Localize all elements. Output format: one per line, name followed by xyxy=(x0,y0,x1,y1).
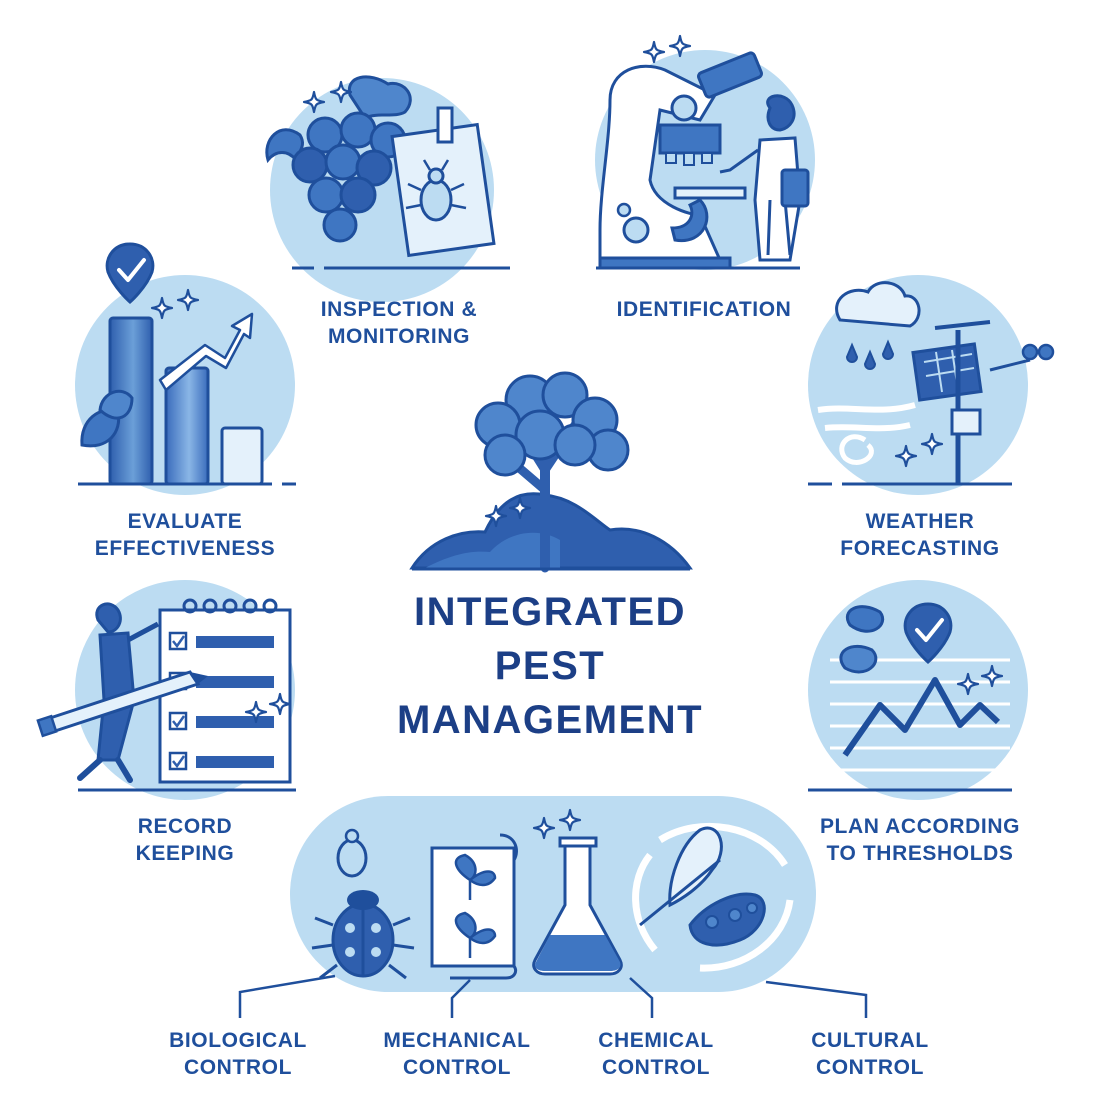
bar-chart-icon xyxy=(80,242,264,486)
biological-label-line1: BIOLOGICAL xyxy=(169,1029,307,1052)
mechanical-label-line2: CONTROL xyxy=(402,1056,512,1079)
flask-icon xyxy=(532,836,623,976)
cultural-label-line1: CULTURAL xyxy=(811,1029,929,1052)
weather-illustration xyxy=(808,275,1055,495)
thresholds-label: PLAN ACCORDING TO THRESHOLDS xyxy=(800,813,1040,867)
chemical-label-line1: CHEMICAL xyxy=(598,1029,714,1052)
evaluate-label: EVALUATE EFFECTIVENESS xyxy=(70,508,300,562)
biological-label-line2: CONTROL xyxy=(183,1056,293,1079)
inspection-illustration xyxy=(265,75,510,302)
thresholds-label-line2: TO THRESHOLDS xyxy=(826,842,1014,865)
main-title-line1: INTEGRATED xyxy=(413,590,687,634)
magnifier-bug-icon xyxy=(390,106,496,258)
weather-label-line2: FORECASTING xyxy=(840,537,1000,560)
mechanical-label-line1: MECHANICAL xyxy=(383,1029,531,1052)
microscope-icon xyxy=(598,51,763,270)
weather-station-icon xyxy=(817,281,1055,484)
evaluate-illustration xyxy=(75,242,296,495)
tree-icon xyxy=(474,371,630,477)
connector-lines xyxy=(238,974,868,1018)
biological-label: BIOLOGICAL CONTROL xyxy=(148,1027,328,1081)
identification-label-line1: IDENTIFICATION xyxy=(616,298,792,321)
weather-label-line1: WEATHER xyxy=(865,510,975,533)
control-methods-illustration xyxy=(290,796,816,992)
identification-illustration xyxy=(595,34,815,270)
threshold-chart-icon xyxy=(830,602,1010,772)
main-title-line2: PEST xyxy=(494,644,606,688)
records-label-line2: KEEPING xyxy=(135,842,235,865)
tree-illustration xyxy=(409,371,693,573)
chemical-label: CHEMICAL CONTROL xyxy=(566,1027,746,1081)
grapes-icon xyxy=(265,75,412,243)
main-title: INTEGRATED PEST MANAGEMENT xyxy=(330,585,770,747)
records-label-line1: RECORD xyxy=(137,815,233,838)
inspection-label: INSPECTION & MONITORING xyxy=(296,296,502,350)
evaluate-label-line1: EVALUATE xyxy=(127,510,243,533)
ladybug-icon xyxy=(311,828,415,980)
thresholds-illustration xyxy=(808,580,1028,800)
checklist-icon xyxy=(158,598,292,784)
inspection-label-line1: INSPECTION & xyxy=(320,298,478,321)
records-label: RECORD KEEPING xyxy=(90,813,280,867)
pencil-icon xyxy=(36,670,208,738)
cultural-label-line2: CONTROL xyxy=(815,1056,925,1079)
chemical-label-line2: CONTROL xyxy=(601,1056,711,1079)
records-illustration xyxy=(36,580,296,800)
writer-figure-icon xyxy=(36,602,208,783)
crop-rotation-icon xyxy=(632,822,794,972)
leaf-scroll-icon xyxy=(430,833,518,980)
thresholds-label-line1: PLAN ACCORDING xyxy=(819,815,1021,838)
identification-label: IDENTIFICATION xyxy=(596,296,812,323)
scientist-icon xyxy=(719,94,810,262)
inspection-label-line2: MONITORING xyxy=(327,325,471,348)
main-title-line3: MANAGEMENT xyxy=(396,698,704,742)
mechanical-label: MECHANICAL CONTROL xyxy=(362,1027,552,1081)
weather-label: WEATHER FORECASTING xyxy=(810,508,1030,562)
cultural-label: CULTURAL CONTROL xyxy=(780,1027,960,1081)
evaluate-label-line2: EFFECTIVENESS xyxy=(94,537,276,560)
